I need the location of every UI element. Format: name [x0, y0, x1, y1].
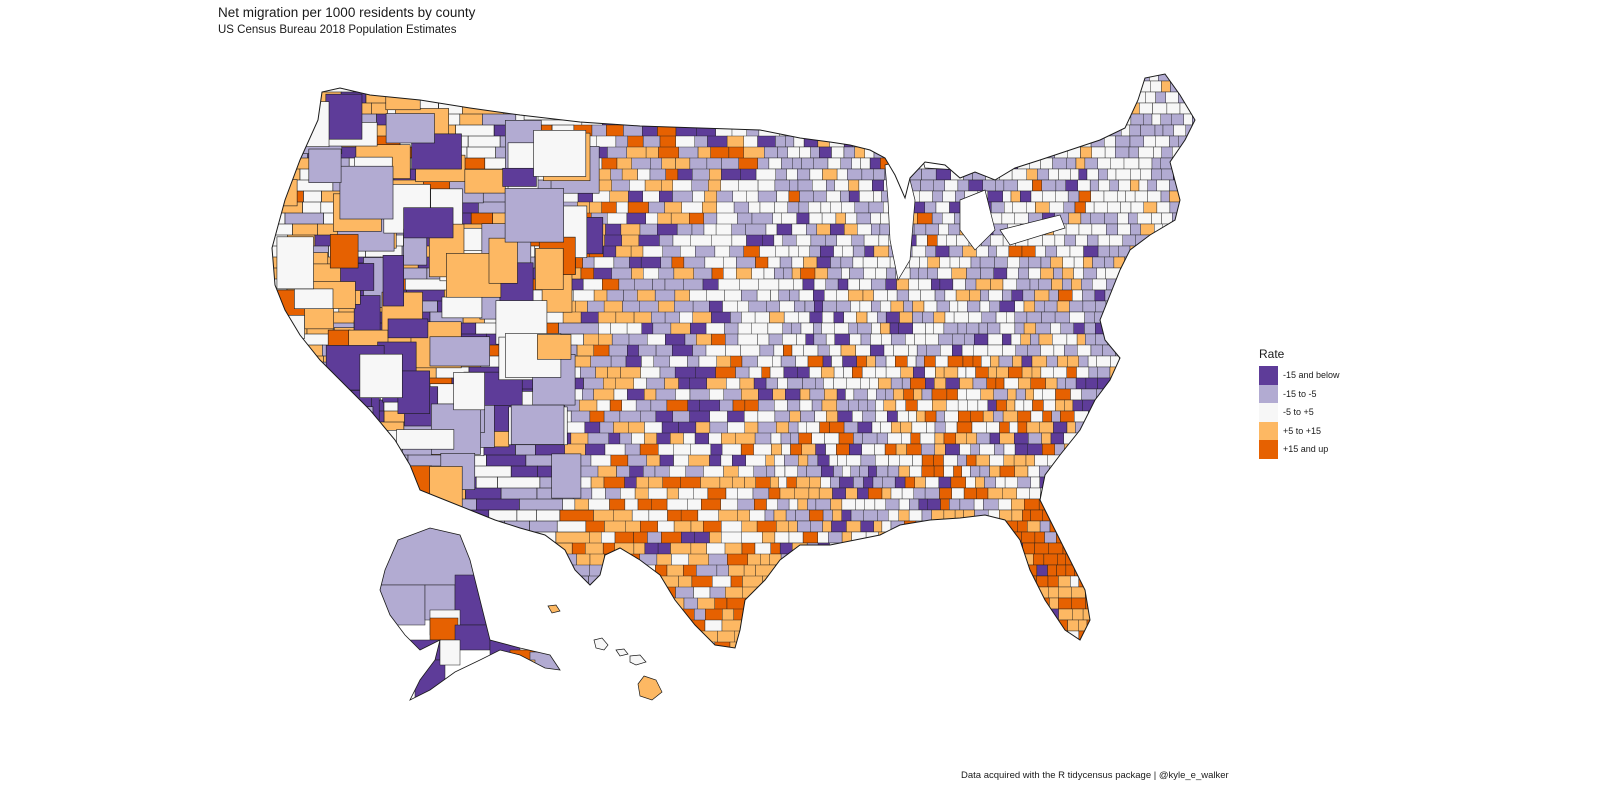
legend-item: +15 and up [1259, 440, 1340, 459]
legend-item: +5 to +15 [1259, 421, 1340, 440]
legend-label: -5 to +5 [1283, 407, 1314, 418]
data-source-caption: Data acquired with the R tidycensus pack… [961, 770, 1229, 781]
legend-label: +15 and up [1283, 444, 1329, 455]
legend-label: -15 and below [1283, 370, 1340, 381]
legend-swatch [1259, 403, 1278, 422]
legend-label: -15 to -5 [1283, 388, 1317, 399]
legend-swatch [1259, 366, 1278, 385]
legend-item: -5 to +5 [1259, 403, 1340, 422]
legend-swatch [1259, 440, 1278, 459]
chart-subtitle: US Census Bureau 2018 Population Estimat… [218, 24, 457, 36]
legend: Rate -15 and below -15 to -5 -5 to +5 +5… [1259, 347, 1340, 459]
legend-item: -15 and below [1259, 366, 1340, 385]
legend-item: -15 to -5 [1259, 384, 1340, 403]
legend-swatch [1259, 421, 1278, 440]
chart-title: Net migration per 1000 residents by coun… [218, 5, 476, 20]
alaska-boroughs [380, 528, 560, 700]
legend-title: Rate [1259, 347, 1285, 361]
legend-swatch [1259, 384, 1278, 403]
legend-label: +5 to +15 [1283, 425, 1322, 436]
hawaii-counties [547, 604, 663, 701]
